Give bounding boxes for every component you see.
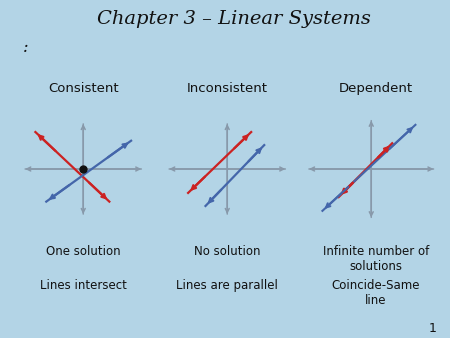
Text: Consistent: Consistent	[48, 82, 118, 95]
Text: Dependent: Dependent	[339, 82, 413, 95]
Text: Chapter 3 – Linear Systems: Chapter 3 – Linear Systems	[97, 10, 371, 28]
Text: Lines intersect: Lines intersect	[40, 279, 127, 292]
Text: Inconsistent: Inconsistent	[187, 82, 268, 95]
Text: :: :	[22, 39, 28, 56]
Text: Coincide-Same
line: Coincide-Same line	[332, 279, 420, 307]
Text: 1: 1	[428, 322, 436, 335]
Text: Infinite number of
solutions: Infinite number of solutions	[323, 245, 429, 273]
Text: One solution: One solution	[46, 245, 121, 258]
Text: No solution: No solution	[194, 245, 261, 258]
Text: Lines are parallel: Lines are parallel	[176, 279, 278, 292]
